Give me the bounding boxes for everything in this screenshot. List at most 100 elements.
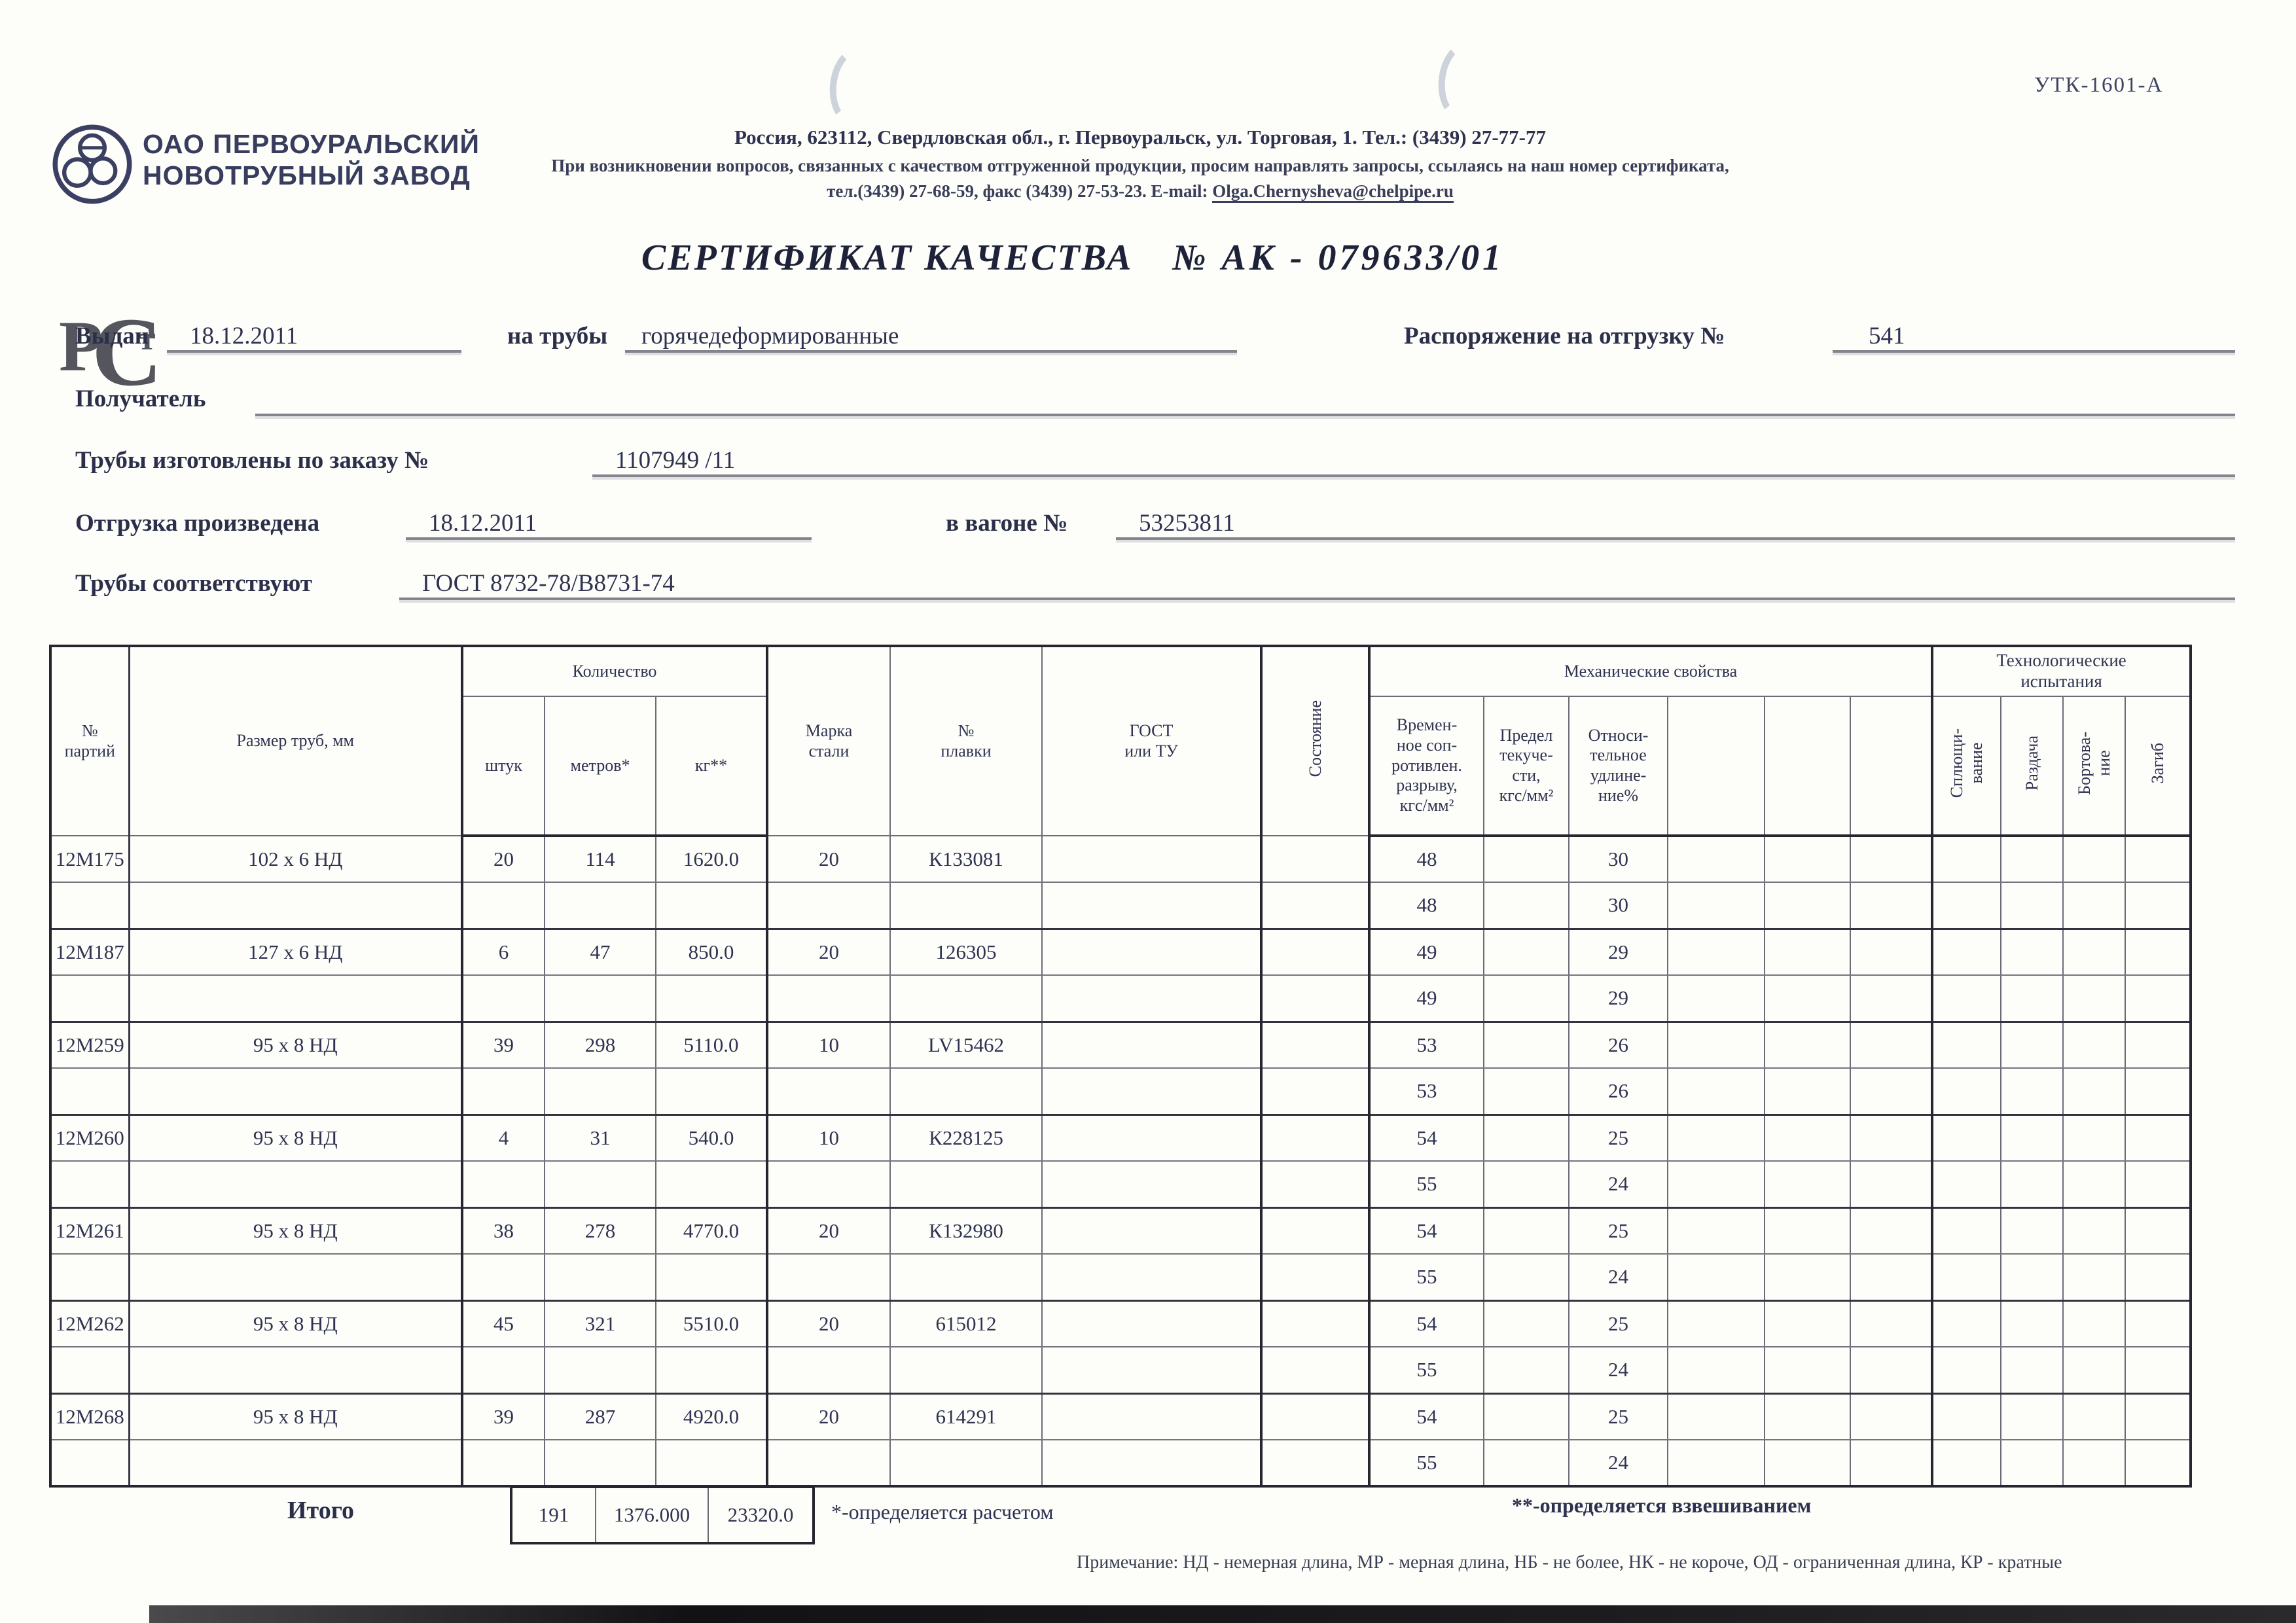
cell-steel: 20 [767,929,891,976]
made-by-order-value-line: 1107949 /11 [592,446,2235,477]
cell-kg: 5110.0 [656,1022,769,1069]
table-row-batch-12M262: 12М262 95 х 8 НД 45 321 5510.0 20 615012 54 25 [50,1300,2192,1347]
cell-kg: 850.0 [656,929,769,976]
cell-tensile: 55 [1369,1254,1485,1302]
cell-steel: 20 [767,1393,891,1440]
scan-curl-mark-left [825,45,886,128]
cell-kg: 4770.0 [656,1207,769,1255]
cell-elongation: 30 [1569,882,1669,930]
totals-box: 191 1376.000 23320.0 [510,1486,815,1544]
col-header-bend: Загиб [2125,696,2192,837]
cell-elongation: 24 [1569,1347,1669,1395]
table-row-batch-12M187: 12М187 127 х 6 НД 6 47 850.0 20 126305 49 29 [50,929,2192,976]
table-row-batch-12M175-b: 48 30 [50,882,2192,930]
table-row-batch-12M187-b: 49 29 [50,975,2192,1023]
cell-elongation: 25 [1569,1115,1669,1162]
cell-steel: 20 [767,836,891,883]
shipped-value-line: 18.12.2011 [406,509,812,540]
totals-pieces: 191 [512,1488,596,1542]
cell-heat: К133081 [890,836,1043,883]
scan-curl-mark-right [1434,39,1494,123]
col-group-mechanical: Механические свойства [1369,646,1934,697]
pipes-value: горячедеформированные [641,323,899,349]
cell-tensile: 54 [1369,1207,1485,1255]
cell-elongation: 25 [1569,1207,1669,1255]
cell-size: 95 х 8 НД [129,1393,463,1440]
table-row-batch-12M260-b: 55 24 [50,1161,2192,1209]
ship-order-value: 541 [1869,323,1905,349]
made-by-order-label: Трубы изготовлены по заказу № [75,447,429,474]
footnote-legend: Примечание: НД - немерная длина, МР - ме… [1077,1552,2062,1573]
wagon-value-line: 53253811 [1116,509,2235,540]
cell-tensile: 48 [1369,882,1485,930]
col-group-quantity: Количество [462,646,769,697]
certificate-title: СЕРТИФИКАТ КАЧЕСТВА № АК - 079633/01 [0,237,2221,279]
table-row-batch-12M268-b: 55 24 [50,1440,2192,1488]
cell-tensile: 54 [1369,1300,1485,1347]
table-header-sub-row: штук метров* кг** Времен- ное соп- ротив… [50,696,2192,837]
cell-pieces: 39 [462,1022,545,1069]
cell-kg: 1620.0 [656,836,769,883]
cell-pieces: 38 [462,1207,545,1255]
expansion-vertical-label: Раздача [2022,736,2041,791]
table-row-batch-12M262-b: 55 24 [50,1347,2192,1395]
cell-steel: 10 [767,1022,891,1069]
cell-pieces: 20 [462,836,545,883]
certificate-number: № АК - 079633/01 [1172,238,1505,278]
col-header-condition: Состояние [1261,646,1371,836]
cell-elongation: 29 [1569,975,1669,1023]
pipes-label: на трубы [507,323,608,349]
cell-batch: 12М261 [50,1207,130,1255]
ship-order-value-line: 541 [1833,322,2235,353]
cell-heat: К132980 [890,1207,1043,1255]
cell-steel: 20 [767,1207,891,1255]
col-header-heat-no: № плавки [890,646,1043,836]
cell-kg: 5510.0 [656,1300,769,1347]
col-header-empty-1 [1668,696,1766,837]
footnote-calculated: *-определяется расчетом [831,1500,1054,1524]
cell-heat: 126305 [890,929,1043,976]
cell-steel: 20 [767,1300,891,1347]
cell-batch: 12М268 [50,1393,130,1440]
cell-heat: 614291 [890,1393,1043,1440]
rst-certification-mark: Р С т [59,298,162,404]
col-header-pieces: штук [462,696,545,837]
cell-batch: 12М187 [50,929,130,976]
totals-meters: 1376.000 [596,1488,709,1542]
cell-meters: 114 [545,836,656,883]
cell-pieces: 6 [462,929,545,976]
cell-steel: 10 [767,1115,891,1162]
rst-letter-c: С [92,298,162,404]
cell-batch: 12М259 [50,1022,130,1069]
issued-value: 18.12.2011 [190,323,298,349]
company-name: ОАО ПЕРВОУРАЛЬСКИЙ НОВОТРУБНЫЙ ЗАВОД [143,128,480,191]
col-header-expansion: Раздача [2001,696,2064,837]
cell-kg: 540.0 [656,1115,769,1162]
receiver-label: Получатель [75,385,206,412]
cell-pieces: 4 [462,1115,545,1162]
scan-edge-bar [149,1605,2296,1623]
col-group-technological: Технологические испытания [1932,646,2192,697]
cell-size: 127 х 6 НД [129,929,463,976]
col-header-meters: метров* [545,696,656,837]
cell-heat: LV15462 [890,1022,1043,1069]
company-logo: ОАО ПЕРВОУРАЛЬСКИЙ НОВОТРУБНЫЙ ЗАВОД [51,123,480,205]
table-row-batch-12M261-b: 55 24 [50,1254,2192,1302]
cell-meters: 47 [545,929,656,976]
condition-vertical-label: Состояние [1305,700,1325,777]
cell-size: 95 х 8 НД [129,1022,463,1069]
issued-label: Выдан [75,323,149,349]
cell-size: 95 х 8 НД [129,1207,463,1255]
address-line: Россия, 623112, Свердловская обл., г. Пе… [734,126,1546,149]
cell-heat: 615012 [890,1300,1043,1347]
cell-tensile: 49 [1369,929,1485,976]
company-name-line2: НОВОТРУБНЫЙ ЗАВОД [143,160,471,190]
flattening-vertical-label: Сплющи- вание [1947,728,1986,798]
contact-email: Olga.Chernysheva@chelpipe.ru [1212,181,1454,203]
cell-elongation: 26 [1569,1068,1669,1116]
contact-line: тел.(3439) 27-68-59, факс (3439) 27-53-2… [0,181,2288,203]
col-header-batch-no: № партий [50,646,130,836]
quality-note-line: При возникновении вопросов, связанных с … [551,156,1729,175]
shipped-label: Отгрузка произведена [75,510,320,537]
